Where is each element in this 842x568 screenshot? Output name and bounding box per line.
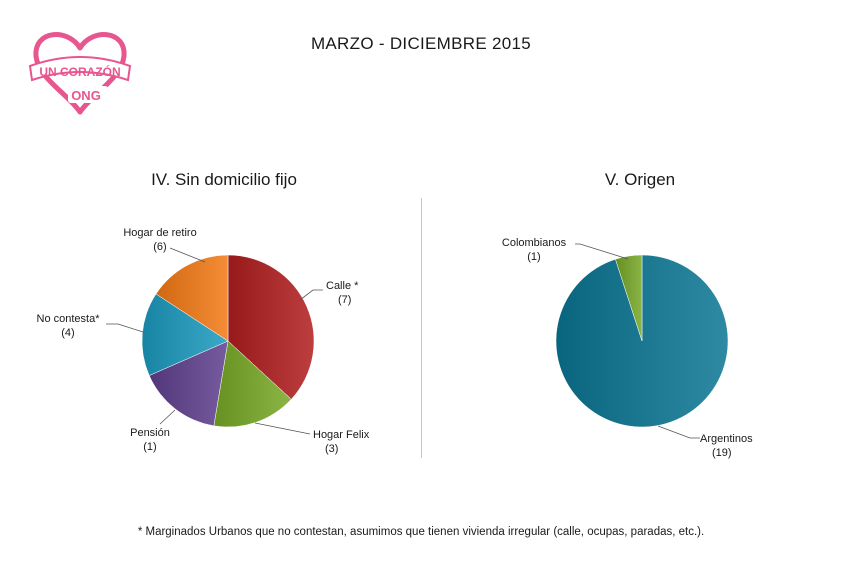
slice-label-pensión: Pensión	[130, 427, 170, 439]
slice-label-calle: Calle *	[326, 280, 359, 292]
slice-count-no-contesta: (4)	[61, 327, 74, 339]
slice-label-colombianos: Colombianos	[502, 237, 567, 249]
ribbon-shape	[28, 56, 132, 82]
chart-divider	[421, 198, 422, 458]
leader-line-argentinos	[657, 425, 700, 439]
slice-count-argentinos: (19)	[712, 447, 732, 459]
slice-count-pensión: (1)	[143, 441, 156, 453]
leader-line-colombianos	[575, 243, 629, 260]
pie-slice-colombianos	[615, 254, 643, 342]
leader-line-pensión	[159, 409, 176, 425]
heart-icon	[33, 32, 127, 115]
page-title: MARZO - DICIEMBRE 2015	[310, 34, 532, 53]
pie-slice-hogar-de-retiro	[155, 254, 229, 342]
logo-text-line2: ONG	[71, 88, 101, 103]
pie-slice-hogar-felix	[213, 340, 292, 428]
slice-label-no-contesta: No contesta*	[37, 313, 101, 325]
pie-slice-calle	[227, 254, 315, 400]
slice-label-argentinos: Argentinos	[700, 433, 753, 445]
slice-count-hogar-de-retiro: (6)	[153, 241, 166, 253]
leader-line-hogar-felix	[254, 422, 311, 435]
slice-label-hogar-de-retiro: Hogar de retiro	[123, 227, 196, 239]
pie-slice-no-contesta	[141, 293, 229, 376]
footnote: * Marginados Urbanos que no contestan, a…	[137, 526, 705, 538]
logo-text-line1: UN CORAZÓN	[39, 64, 120, 79]
slice-count-hogar-felix: (3)	[325, 443, 338, 455]
slice-label-hogar-felix: Hogar Felix	[313, 429, 370, 441]
leader-line-hogar-de-retiro	[169, 247, 206, 263]
pie-slice-pensión	[148, 340, 229, 427]
slice-count-calle: (7)	[338, 294, 351, 306]
chart-title-origen: V. Origen	[604, 170, 676, 189]
slice-count-colombianos: (1)	[527, 251, 540, 263]
un-corazon-logo: UN CORAZÓN ONG	[28, 32, 132, 115]
leader-line-calle	[299, 289, 323, 301]
leader-line-no-contesta	[106, 323, 144, 333]
chart-title-sin-domicilio: IV. Sin domicilio fijo	[151, 170, 297, 189]
